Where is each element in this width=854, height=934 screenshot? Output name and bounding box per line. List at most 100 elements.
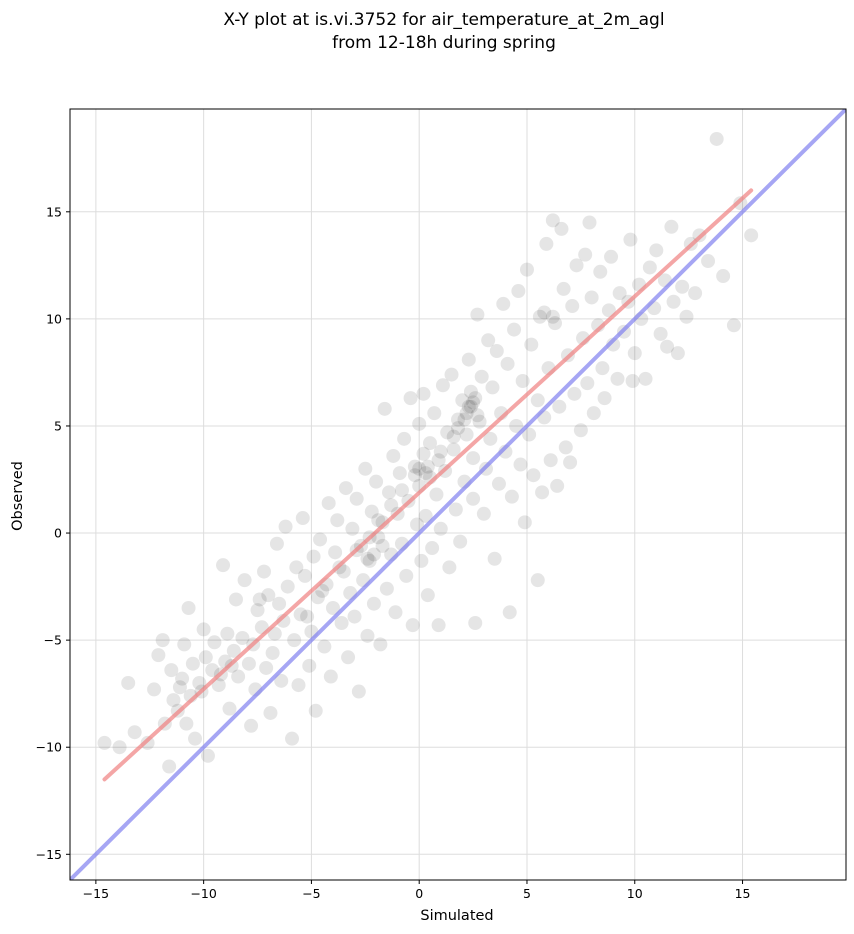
data-point — [431, 618, 446, 633]
data-point — [517, 515, 532, 530]
data-point — [427, 406, 442, 421]
data-point — [513, 457, 528, 472]
data-point — [185, 656, 200, 671]
data-point — [530, 393, 545, 408]
data-point — [323, 669, 338, 684]
data-point — [112, 740, 127, 755]
chart-subtitle: from 12-18h during spring — [332, 33, 556, 53]
data-point — [291, 678, 306, 693]
data-point — [625, 373, 640, 388]
data-point — [313, 532, 328, 547]
chart-title: X-Y plot at is.vi.3752 for air_temperatu… — [223, 10, 664, 30]
data-point — [558, 440, 573, 455]
data-point — [550, 478, 565, 493]
data-point — [336, 564, 351, 579]
data-point — [261, 588, 276, 603]
data-point — [440, 425, 455, 440]
data-point — [543, 453, 558, 468]
data-point — [347, 609, 362, 624]
data-point — [675, 279, 690, 294]
data-point — [466, 395, 481, 410]
data-point — [375, 515, 390, 530]
y-tick-label: −5 — [44, 633, 62, 648]
data-point — [463, 399, 478, 414]
data-point — [403, 391, 418, 406]
data-point — [468, 616, 483, 630]
data-point — [595, 361, 610, 376]
data-point — [716, 269, 731, 284]
data-point — [287, 633, 302, 648]
data-point — [147, 682, 162, 697]
data-point — [664, 219, 679, 234]
data-point — [341, 650, 356, 665]
data-point — [297, 568, 312, 583]
data-point — [481, 333, 496, 348]
data-point — [241, 656, 256, 671]
data-point — [177, 637, 192, 652]
x-tick-label: −5 — [302, 886, 320, 901]
data-point — [259, 660, 274, 675]
data-point — [181, 601, 196, 616]
data-point — [364, 504, 379, 519]
data-point — [226, 643, 241, 658]
data-point — [358, 461, 373, 476]
data-point — [397, 431, 412, 446]
data-point — [349, 491, 364, 506]
x-axis-ticks: −15 −10 −5 0 5 10 15 — [83, 880, 751, 901]
data-point — [597, 391, 612, 406]
data-point — [545, 213, 560, 228]
data-point — [373, 637, 388, 652]
data-point — [582, 215, 597, 230]
data-point — [228, 592, 243, 607]
data-point — [535, 485, 550, 500]
data-point — [295, 511, 310, 526]
data-point — [515, 373, 530, 388]
data-point — [569, 258, 584, 273]
data-point — [263, 705, 278, 720]
data-point — [733, 196, 748, 211]
data-point — [269, 536, 284, 551]
data-point — [293, 607, 308, 622]
data-point — [470, 307, 485, 322]
data-point — [369, 474, 384, 489]
data-point — [502, 605, 517, 620]
data-point — [552, 399, 567, 414]
data-point — [285, 731, 300, 746]
data-point — [642, 260, 657, 275]
data-point — [315, 583, 330, 598]
y-axis-label: Observed — [10, 461, 26, 531]
data-point — [500, 356, 515, 371]
data-point — [688, 286, 703, 301]
grid — [70, 109, 846, 880]
data-point — [593, 264, 608, 279]
data-point — [429, 487, 444, 502]
data-point — [623, 232, 638, 247]
data-point — [433, 521, 448, 536]
data-point — [554, 221, 569, 236]
fit-line — [102, 188, 754, 782]
data-point — [567, 386, 582, 401]
x-tick-label: 15 — [735, 886, 751, 901]
data-point — [97, 735, 112, 750]
data-point — [573, 423, 588, 438]
data-point — [274, 673, 289, 688]
data-point — [317, 639, 332, 654]
data-point — [418, 508, 433, 523]
data-point — [410, 517, 425, 532]
data-point — [220, 626, 235, 641]
data-point — [244, 718, 259, 733]
data-point — [392, 466, 407, 481]
data-point — [457, 412, 472, 427]
data-point — [334, 616, 349, 630]
data-point — [660, 339, 675, 354]
data-point — [580, 376, 595, 391]
data-point — [205, 663, 220, 678]
data-point — [496, 296, 511, 311]
data-point — [459, 427, 474, 442]
data-point — [548, 316, 562, 331]
data-point — [414, 553, 429, 568]
data-point — [539, 236, 554, 251]
data-point — [679, 309, 694, 324]
data-point — [366, 547, 381, 562]
data-point — [308, 703, 323, 718]
